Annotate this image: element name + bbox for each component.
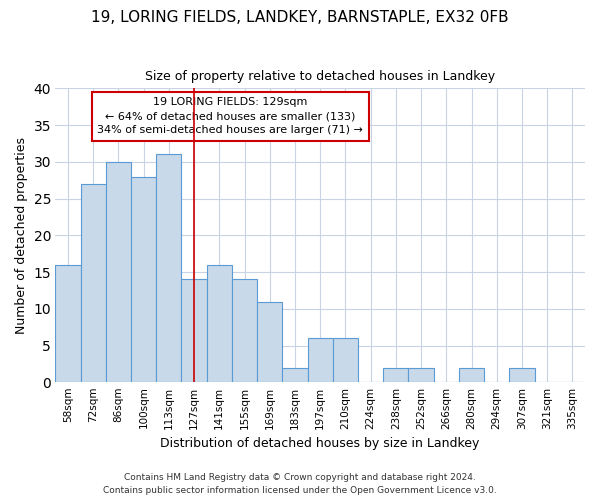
- Text: 19, LORING FIELDS, LANDKEY, BARNSTAPLE, EX32 0FB: 19, LORING FIELDS, LANDKEY, BARNSTAPLE, …: [91, 10, 509, 25]
- Bar: [181, 280, 206, 382]
- Text: Contains HM Land Registry data © Crown copyright and database right 2024.
Contai: Contains HM Land Registry data © Crown c…: [103, 474, 497, 495]
- Y-axis label: Number of detached properties: Number of detached properties: [15, 137, 28, 334]
- Bar: [106, 162, 131, 382]
- Bar: [156, 154, 181, 382]
- Text: 19 LORING FIELDS: 129sqm
← 64% of detached houses are smaller (133)
34% of semi-: 19 LORING FIELDS: 129sqm ← 64% of detach…: [97, 97, 363, 135]
- Bar: [206, 265, 232, 382]
- Bar: [131, 176, 156, 382]
- Bar: [308, 338, 333, 382]
- Bar: [55, 265, 80, 382]
- Bar: [257, 302, 283, 382]
- Bar: [80, 184, 106, 382]
- Title: Size of property relative to detached houses in Landkey: Size of property relative to detached ho…: [145, 70, 495, 83]
- Bar: [232, 280, 257, 382]
- Bar: [283, 368, 308, 382]
- X-axis label: Distribution of detached houses by size in Landkey: Distribution of detached houses by size …: [160, 437, 480, 450]
- Bar: [459, 368, 484, 382]
- Bar: [409, 368, 434, 382]
- Bar: [509, 368, 535, 382]
- Bar: [383, 368, 409, 382]
- Bar: [333, 338, 358, 382]
